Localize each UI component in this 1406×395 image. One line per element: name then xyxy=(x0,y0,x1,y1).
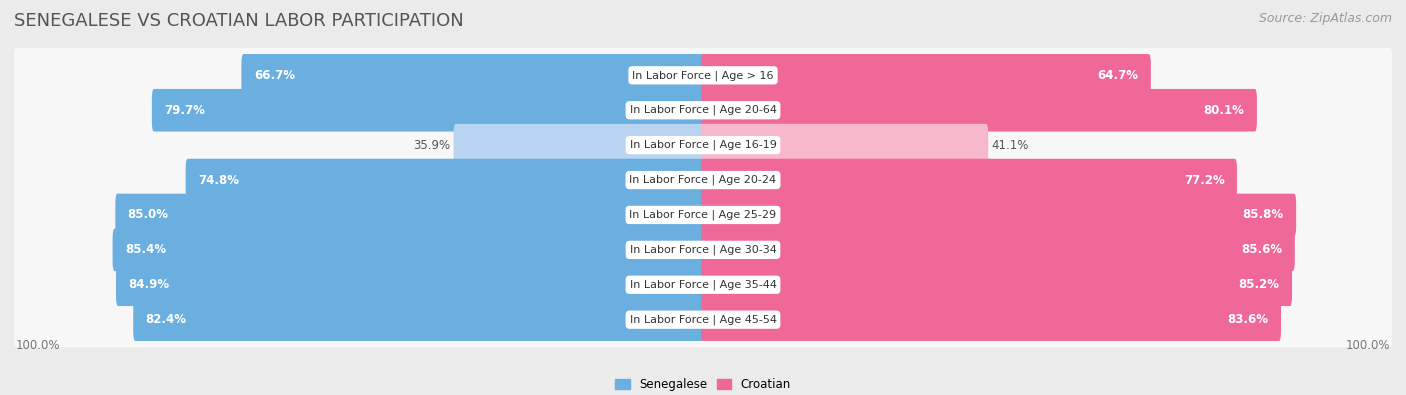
FancyBboxPatch shape xyxy=(702,54,1152,97)
Text: 85.4%: 85.4% xyxy=(125,243,166,256)
Text: In Labor Force | Age 20-24: In Labor Force | Age 20-24 xyxy=(630,175,776,185)
FancyBboxPatch shape xyxy=(454,124,704,166)
Text: 83.6%: 83.6% xyxy=(1227,313,1268,326)
FancyBboxPatch shape xyxy=(14,292,1392,347)
Text: 77.2%: 77.2% xyxy=(1184,173,1225,186)
FancyBboxPatch shape xyxy=(702,298,1281,341)
Text: 64.7%: 64.7% xyxy=(1098,69,1139,82)
FancyBboxPatch shape xyxy=(702,229,1295,271)
FancyBboxPatch shape xyxy=(702,194,1296,236)
FancyBboxPatch shape xyxy=(702,124,988,166)
FancyBboxPatch shape xyxy=(14,187,1392,243)
Text: In Labor Force | Age 25-29: In Labor Force | Age 25-29 xyxy=(630,210,776,220)
Text: In Labor Force | Age 16-19: In Labor Force | Age 16-19 xyxy=(630,140,776,150)
FancyBboxPatch shape xyxy=(134,298,704,341)
Text: In Labor Force | Age 20-64: In Labor Force | Age 20-64 xyxy=(630,105,776,115)
FancyBboxPatch shape xyxy=(702,159,1237,201)
Text: In Labor Force | Age 30-34: In Labor Force | Age 30-34 xyxy=(630,245,776,255)
FancyBboxPatch shape xyxy=(14,257,1392,312)
Text: Source: ZipAtlas.com: Source: ZipAtlas.com xyxy=(1258,12,1392,25)
FancyBboxPatch shape xyxy=(702,263,1292,306)
FancyBboxPatch shape xyxy=(14,48,1392,103)
FancyBboxPatch shape xyxy=(14,152,1392,208)
Text: 82.4%: 82.4% xyxy=(146,313,187,326)
Text: 100.0%: 100.0% xyxy=(15,339,60,352)
FancyBboxPatch shape xyxy=(242,54,704,97)
Text: SENEGALESE VS CROATIAN LABOR PARTICIPATION: SENEGALESE VS CROATIAN LABOR PARTICIPATI… xyxy=(14,12,464,30)
Text: In Labor Force | Age > 16: In Labor Force | Age > 16 xyxy=(633,70,773,81)
Text: 41.1%: 41.1% xyxy=(991,139,1029,152)
FancyBboxPatch shape xyxy=(112,229,704,271)
Legend: Senegalese, Croatian: Senegalese, Croatian xyxy=(610,373,796,395)
Text: 85.8%: 85.8% xyxy=(1243,209,1284,222)
FancyBboxPatch shape xyxy=(14,222,1392,277)
FancyBboxPatch shape xyxy=(186,159,704,201)
Text: 35.9%: 35.9% xyxy=(413,139,450,152)
FancyBboxPatch shape xyxy=(702,89,1257,132)
FancyBboxPatch shape xyxy=(14,83,1392,138)
FancyBboxPatch shape xyxy=(117,263,704,306)
Text: 79.7%: 79.7% xyxy=(165,104,205,117)
Text: 74.8%: 74.8% xyxy=(198,173,239,186)
FancyBboxPatch shape xyxy=(14,118,1392,173)
FancyBboxPatch shape xyxy=(152,89,704,132)
Text: In Labor Force | Age 35-44: In Labor Force | Age 35-44 xyxy=(630,280,776,290)
Text: In Labor Force | Age 45-54: In Labor Force | Age 45-54 xyxy=(630,314,776,325)
Text: 100.0%: 100.0% xyxy=(1346,339,1391,352)
Text: 85.6%: 85.6% xyxy=(1241,243,1282,256)
Text: 80.1%: 80.1% xyxy=(1204,104,1244,117)
FancyBboxPatch shape xyxy=(115,194,704,236)
Text: 85.2%: 85.2% xyxy=(1239,278,1279,291)
Text: 66.7%: 66.7% xyxy=(254,69,295,82)
Text: 85.0%: 85.0% xyxy=(128,209,169,222)
Text: 84.9%: 84.9% xyxy=(128,278,170,291)
